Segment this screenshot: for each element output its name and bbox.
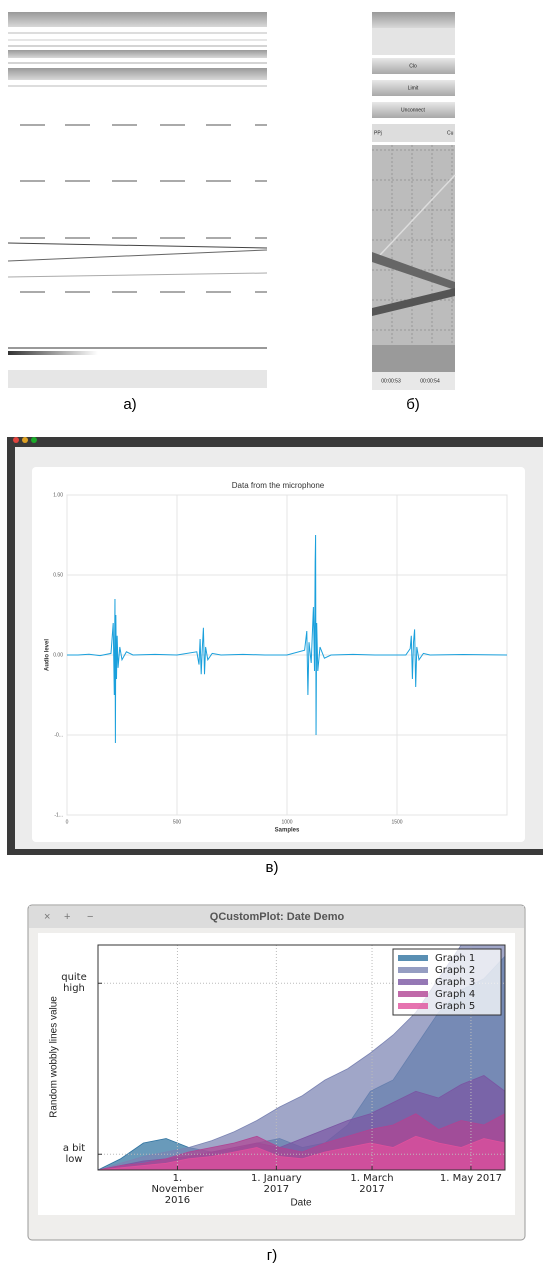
x-tick-label: 1. March 2017 [340,1173,404,1195]
minimize-button[interactable] [22,437,28,443]
legend-label: Graph 4 [435,989,475,1000]
legend-label: Graph 1 [435,953,475,964]
legend-label: Graph 5 [435,1001,475,1012]
y-axis-title: Random wobbly lines value [49,996,60,1118]
legend-label: Graph 3 [435,977,475,988]
legend-swatch [398,979,428,985]
panel-label: в) [266,859,279,876]
x-tick-label: 1. January 2017 [244,1173,308,1195]
tab-label[interactable]: Cu [447,130,454,136]
zoom-button[interactable] [31,437,37,443]
legend-swatch [398,991,428,997]
close-button[interactable] [13,437,19,443]
figure: Data from the microphone Samples Audio l… [0,0,543,1268]
panel-label: а) [123,396,136,413]
x-tick-label: 0 [66,819,69,825]
chart-title: Data from the microphone [232,481,325,490]
x-tick-label: 500 [173,819,182,825]
time-label: 00:00:54 [420,378,440,384]
x-axis-title: Date [290,1198,312,1209]
time-label: 00:00:53 [381,378,401,384]
minimize-button[interactable]: − [87,911,93,923]
panel-label: б) [406,396,420,413]
maximize-button[interactable]: + [64,911,70,923]
legend-swatch [398,955,428,961]
legend-swatch [398,967,428,973]
y-tick-label: quite high [54,972,94,994]
y-axis-title: Audio level [45,639,51,671]
tab-label[interactable]: PPj [374,130,382,136]
panel-label: г) [267,1247,277,1264]
y-tick-label: 0.50 [53,572,63,578]
y-tick-label: -0... [54,732,63,738]
y-tick-label: -1... [54,812,63,818]
x-tick-label: 1. May 2017 [439,1173,503,1184]
x-tick-label: 1. November 2016 [145,1173,209,1206]
y-tick-label: 1.00 [53,492,63,498]
button-label[interactable]: Limit [408,85,419,91]
button-label[interactable]: Clo [409,63,417,69]
x-tick-label: 1000 [281,819,292,825]
close-button[interactable]: × [44,911,50,923]
legend-swatch [398,1003,428,1009]
window-title: QCustomPlot: Date Demo [210,911,345,923]
legend-label: Graph 2 [435,965,475,976]
x-axis-title: Samples [275,828,300,834]
button-label[interactable]: Unconnect [401,107,426,113]
y-tick-label: a bit low [54,1143,94,1165]
y-tick-label: 0.00 [53,652,63,658]
canvas: Data from the microphone Samples Audio l… [0,0,543,1268]
panel-a [8,12,267,388]
x-tick-label: 1500 [391,819,402,825]
